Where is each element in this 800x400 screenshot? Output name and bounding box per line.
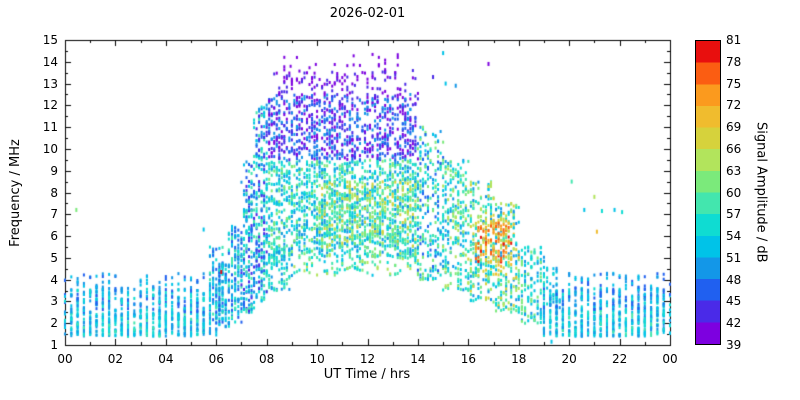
colorbar-tick-label: 54 xyxy=(726,229,742,244)
x-tick-label: 04 xyxy=(158,352,174,366)
y-tick-label: 12 xyxy=(42,98,58,113)
x-tick-label: 02 xyxy=(107,352,124,366)
y-tick-label: 4 xyxy=(50,272,58,287)
chart-title: 2026-02-01 xyxy=(329,6,406,21)
colorbar-tick-label: 39 xyxy=(726,338,742,352)
x-tick-label: 16 xyxy=(460,352,476,366)
y-tick-label: 1 xyxy=(50,338,58,352)
y-tick-label: 11 xyxy=(42,120,58,135)
colorbar-tick-label: 72 xyxy=(726,98,742,113)
x-tick-label: 00 xyxy=(662,352,678,366)
colorbar-tick-label: 63 xyxy=(726,163,742,178)
x-tick-label: 10 xyxy=(309,352,325,366)
colorbar-tick-label: 60 xyxy=(726,185,742,200)
colorbar xyxy=(695,40,721,345)
y-tick-label: 15 xyxy=(42,33,58,47)
y-tick-label: 10 xyxy=(42,141,58,156)
colorbar-tick-label: 66 xyxy=(726,141,742,156)
y-tick-label: 7 xyxy=(50,207,58,222)
y-tick-label: 13 xyxy=(42,76,58,91)
colorbar-tick-label: 42 xyxy=(726,316,742,331)
colorbar-tick-label: 57 xyxy=(726,207,742,222)
y-tick-label: 3 xyxy=(50,294,58,309)
y-tick-label: 14 xyxy=(42,54,58,69)
x-tick-label: 20 xyxy=(561,352,577,366)
colorbar-tick-label: 45 xyxy=(726,294,742,309)
colorbar-tick-label: 81 xyxy=(726,33,742,47)
colorbar-tick-label: 48 xyxy=(726,272,742,287)
y-tick-label: 2 xyxy=(50,316,58,331)
x-tick-label: 06 xyxy=(208,352,224,366)
y-tick-label: 6 xyxy=(50,229,58,244)
x-axis-label: UT Time / hrs xyxy=(323,367,411,382)
y-axis-label: Frequency / MHz xyxy=(8,139,23,247)
y-tick-label: 5 xyxy=(50,250,58,265)
colorbar-label: Signal Amplitude / dB xyxy=(753,122,769,263)
x-tick-label: 18 xyxy=(511,352,527,366)
colorbar-tick-label: 69 xyxy=(726,120,742,135)
colorbar-tick-label: 51 xyxy=(726,250,742,265)
colorbar-tick-label: 78 xyxy=(726,54,742,69)
x-tick-label: 12 xyxy=(359,352,376,366)
x-tick-label: 00 xyxy=(57,352,73,366)
x-tick-label: 14 xyxy=(410,352,426,366)
y-tick-label: 8 xyxy=(50,185,58,200)
x-tick-label: 22 xyxy=(611,352,628,366)
y-tick-label: 9 xyxy=(50,163,58,178)
colorbar-tick-label: 75 xyxy=(726,76,742,91)
x-tick-label: 08 xyxy=(259,352,275,366)
